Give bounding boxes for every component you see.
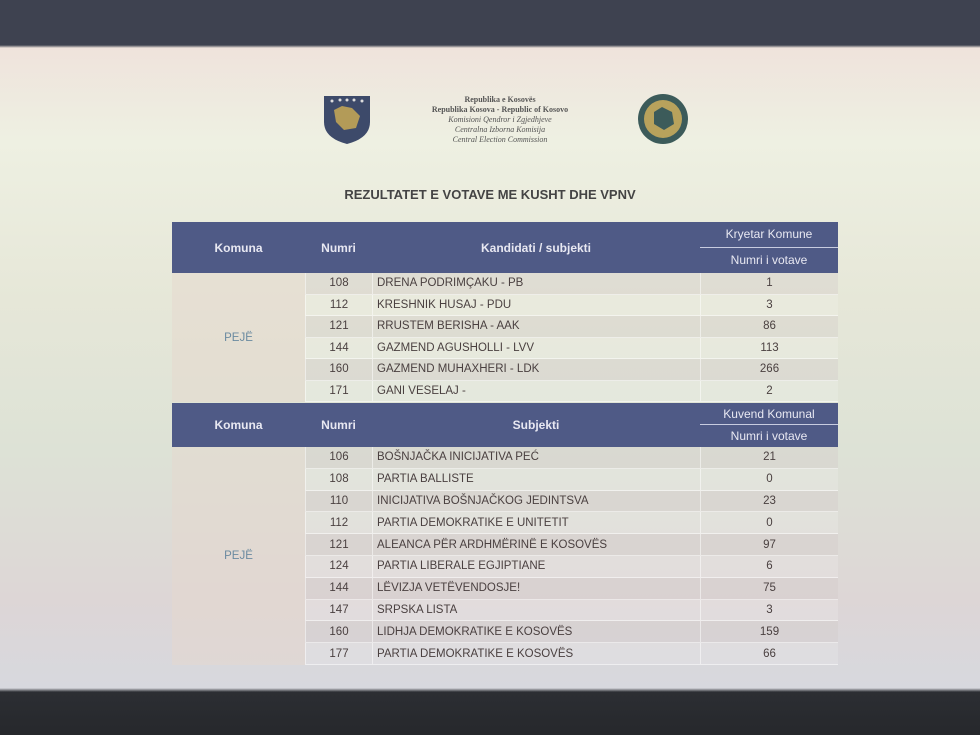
votes: 21	[700, 447, 838, 469]
number: 124	[305, 556, 372, 578]
column-header: Numri i votave	[700, 425, 838, 447]
number: 160	[305, 621, 372, 644]
column-header: Subjekti	[372, 403, 700, 447]
votes: 75	[700, 577, 838, 600]
number: 108	[305, 468, 372, 491]
votes: 6	[700, 556, 838, 578]
name: RRUSTEM BERISHA - AAK	[372, 316, 700, 338]
header-line: Republika e Kosovës	[464, 95, 536, 104]
column-header: Kryetar Komune	[700, 222, 838, 248]
votes: 0	[700, 512, 838, 535]
number: 177	[305, 643, 372, 665]
votes: 113	[700, 337, 838, 359]
number: 121	[305, 316, 372, 338]
votes: 97	[700, 534, 838, 556]
votes: 266	[700, 359, 838, 381]
name: SRPSKA LISTA	[372, 599, 700, 622]
name: GANI VESELAJ -	[372, 380, 700, 402]
number: 144	[305, 337, 372, 359]
votes: 1	[700, 273, 838, 295]
header-line: Republika Kosova - Republic of Kosovo	[431, 105, 569, 114]
komuna: PEJË	[172, 273, 305, 402]
number: 112	[305, 512, 372, 535]
kqz-emblem	[638, 94, 688, 144]
name: GAZMEND MUHAXHERI - LDK	[372, 359, 700, 381]
kosovo-emblem	[324, 96, 370, 144]
number: 160	[305, 359, 372, 381]
votes: 66	[700, 643, 838, 665]
name: DRENA PODRIMÇAKU - PB	[372, 273, 700, 295]
title: REZULTATET E VOTAVE ME KUSHT DHE VPNV	[344, 187, 636, 202]
number: 121	[305, 534, 372, 556]
votes: 3	[700, 294, 838, 316]
header-line: Central Election Commission	[452, 135, 548, 144]
name: BOŠNJAČKA INICIJATIVA PEĆ	[372, 447, 700, 469]
header-line: Centralna Izborna Komisija	[454, 125, 546, 134]
number: 171	[305, 380, 372, 402]
number: 144	[305, 577, 372, 600]
column-header: Komuna	[172, 222, 305, 273]
votes: 0	[700, 468, 838, 491]
column-header: Numri	[305, 222, 372, 273]
column-header: Numri	[305, 403, 372, 447]
column-header: Kandidati / subjekti	[372, 222, 700, 273]
name: PARTIA DEMOKRATIKE E UNITETIT	[372, 512, 700, 535]
komuna: PEJË	[172, 447, 305, 665]
name: INICIJATIVA BOŠNJAČKOG JEDINTSVA	[372, 490, 700, 513]
votes: 3	[700, 599, 838, 622]
number: 147	[305, 599, 372, 622]
name: LËVIZJA VETËVENDOSJE!	[372, 577, 700, 600]
name: PARTIA BALLISTE	[372, 468, 700, 491]
name: PARTIA DEMOKRATIKE E KOSOVËS	[372, 643, 700, 665]
column-header: Komuna	[172, 403, 305, 447]
number: 112	[305, 294, 372, 316]
name: ALEANCA PËR ARDHMËRINË E KOSOVËS	[372, 534, 700, 556]
name: GAZMEND AGUSHOLLI - LVV	[372, 337, 700, 359]
name: LIDHJA DEMOKRATIKE E KOSOVËS	[372, 621, 700, 644]
name: KRESHNIK HUSAJ - PDU	[372, 294, 700, 316]
votes: 86	[700, 316, 838, 338]
votes: 23	[700, 490, 838, 513]
number: 108	[305, 273, 372, 295]
number: 110	[305, 490, 372, 513]
header-line: Komisioni Qendror i Zgjedhjeve	[448, 115, 552, 124]
votes: 159	[700, 621, 838, 644]
votes: 2	[700, 380, 838, 402]
column-header: Kuvend Komunal	[700, 403, 838, 425]
column-header: Numri i votave	[700, 247, 838, 273]
number: 106	[305, 447, 372, 469]
name: PARTIA LIBERALE EGJIPTIANE	[372, 556, 700, 578]
